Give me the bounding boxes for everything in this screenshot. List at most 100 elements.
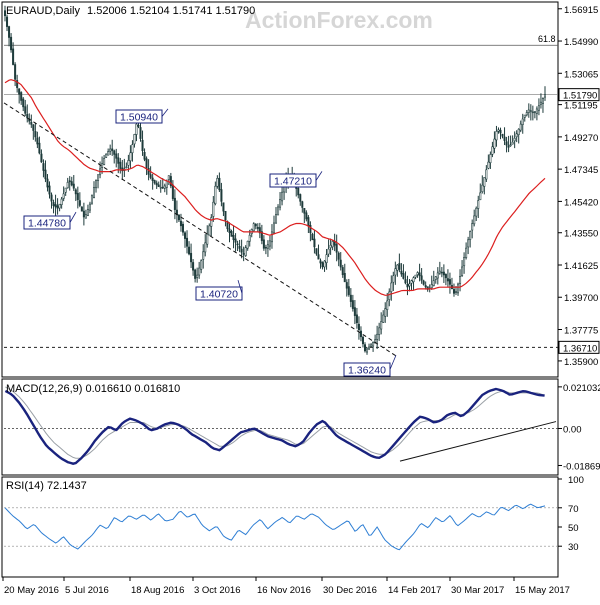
support-price-label: 1.36710	[563, 343, 597, 354]
symbol-title: EURAUD,Daily	[6, 5, 80, 17]
candle-body	[303, 208, 306, 214]
candle-body	[366, 348, 369, 353]
date-x-axis: 20 May 2016 5 Jul 2016 18 Aug 2016 3 Oct 20…	[2, 577, 570, 596]
candle-body	[521, 118, 524, 125]
candle-body	[495, 131, 498, 141]
candle-body	[38, 142, 41, 154]
candle-body	[527, 109, 530, 113]
candle-body	[388, 291, 391, 300]
candle-body	[461, 266, 464, 276]
date-tick-label: 16 Nov 2016	[257, 585, 311, 596]
candle-body	[270, 231, 273, 243]
candle-body	[507, 145, 510, 148]
candle-body	[30, 122, 33, 125]
candle-body	[465, 247, 468, 258]
candle-body	[327, 248, 330, 255]
price-tick-label: 1.35900	[564, 357, 598, 368]
candle-body	[117, 157, 120, 164]
candle-body	[477, 200, 480, 209]
moving-average-series	[4, 79, 546, 296]
candle-body	[44, 169, 47, 180]
candle-body	[277, 206, 280, 216]
candle-body	[179, 220, 182, 227]
rsi-panel-title: RSI(14) 72.1437	[6, 480, 87, 492]
candle-body	[234, 238, 237, 243]
rsi-tick-label: 100	[568, 475, 584, 486]
candle-body	[406, 283, 409, 288]
candle-body	[493, 138, 496, 149]
candle-body	[408, 283, 411, 287]
candle-body	[347, 286, 350, 295]
rsi-y-axis: 100 70 50 30	[558, 475, 584, 553]
macd-series	[4, 386, 558, 465]
candle-body	[396, 264, 399, 271]
candle-body	[159, 187, 162, 189]
candle-body	[359, 330, 362, 338]
candle-body	[4, 10, 7, 17]
candle-body	[410, 280, 413, 284]
candlestick-series	[4, 5, 546, 355]
candle-body	[252, 223, 255, 232]
candle-body	[26, 114, 29, 119]
candle-body	[149, 174, 152, 178]
candle-body	[194, 269, 197, 279]
candle-body	[76, 192, 79, 200]
candle-body	[220, 189, 223, 202]
rsi-tick-label: 70	[568, 504, 579, 515]
candle-body	[418, 272, 421, 277]
macd-tick-label: 0.00	[563, 424, 582, 435]
candle-body	[483, 177, 486, 187]
candle-body	[119, 161, 122, 169]
candle-body	[432, 280, 435, 286]
candle-body	[103, 158, 106, 165]
candle-body	[266, 244, 269, 249]
candle-body	[12, 48, 15, 65]
candle-body	[337, 252, 340, 260]
candle-body	[105, 153, 108, 158]
macd-line	[4, 387, 545, 465]
candle-body	[246, 240, 249, 249]
candle-body	[74, 189, 77, 195]
candle-body	[279, 198, 282, 208]
candle-body	[173, 197, 176, 210]
candle-body	[107, 151, 110, 156]
candle-body	[380, 321, 383, 330]
macd-panel-title: MACD(12,26,9) 0.016610 0.016810	[6, 383, 180, 395]
candle-body	[238, 246, 241, 249]
candle-body	[80, 206, 83, 212]
candle-body	[438, 270, 441, 274]
candle-body	[372, 341, 375, 347]
candle-body	[349, 294, 352, 302]
candle-body	[101, 163, 104, 168]
candle-body	[398, 263, 401, 270]
candle-body	[402, 273, 405, 279]
macd-tick-label: 0.021032	[563, 383, 600, 394]
annotation-leader	[315, 171, 323, 181]
candle-body	[46, 178, 49, 188]
candle-body	[537, 105, 540, 111]
candle-body	[309, 225, 312, 234]
candle-body	[22, 98, 25, 108]
candle-body	[86, 209, 89, 216]
candle-body	[115, 153, 118, 159]
candle-body	[153, 180, 156, 184]
candle-body	[489, 154, 492, 164]
candle-body	[414, 274, 417, 278]
rsi-tick-label: 30	[568, 542, 579, 553]
candle-body	[505, 141, 508, 146]
candle-body	[62, 193, 65, 199]
candle-body	[192, 262, 195, 271]
candle-body	[214, 185, 217, 205]
candle-body	[382, 314, 385, 323]
candle-body	[386, 300, 389, 310]
candle-body	[519, 123, 522, 131]
candle-body	[430, 284, 433, 289]
annotation-leader	[69, 211, 77, 223]
candle-body	[264, 247, 267, 249]
candle-body	[236, 243, 239, 246]
candle-body	[509, 144, 512, 146]
price-tick-label: 1.51195	[564, 101, 598, 112]
candle-body	[469, 231, 472, 240]
candle-body	[529, 110, 532, 112]
candle-body	[64, 187, 67, 193]
